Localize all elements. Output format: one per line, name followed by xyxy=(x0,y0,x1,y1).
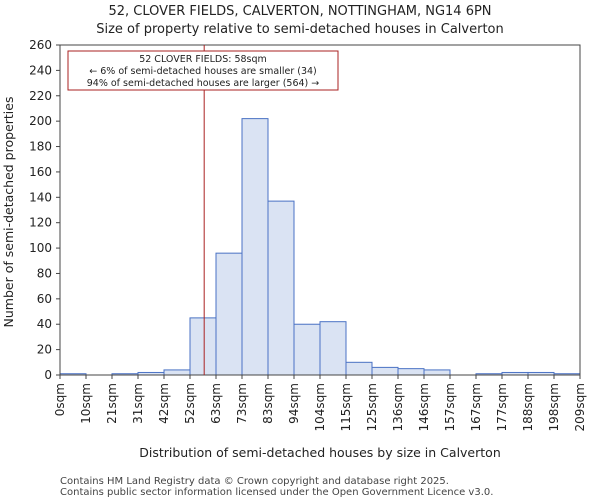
y-tick-label: 160 xyxy=(29,165,52,179)
y-tick-label: 60 xyxy=(37,292,52,306)
x-tick-label: 136sqm xyxy=(391,383,405,431)
x-tick-label: 167sqm xyxy=(469,383,483,431)
y-tick-label: 220 xyxy=(29,89,52,103)
histogram-bar xyxy=(215,252,243,376)
annotation-frame xyxy=(67,50,339,91)
annotation-line2: ← 6% of semi-detached houses are smaller… xyxy=(89,66,317,77)
x-tick-label: 83sqm xyxy=(261,383,275,424)
y-tick-label: 40 xyxy=(37,317,52,331)
x-tick-label: 0sqm xyxy=(53,383,67,416)
x-tick-label: 94sqm xyxy=(287,383,301,424)
y-tick-label: 260 xyxy=(29,38,52,52)
y-axis-label: Number of semi-detached properties xyxy=(1,97,16,328)
x-tick-label: 10sqm xyxy=(79,383,93,424)
histogram-bar xyxy=(293,323,321,376)
x-tick-label: 188sqm xyxy=(521,383,535,431)
footer-line2: Contains public sector information licen… xyxy=(60,487,493,498)
annotation-box: 52 CLOVER FIELDS: 58sqm ← 6% of semi-det… xyxy=(67,50,339,91)
y-tick-label: 100 xyxy=(29,241,52,255)
histogram-bar xyxy=(345,361,373,376)
x-axis-label: Distribution of semi-detached houses by … xyxy=(139,445,501,460)
x-tick-label: 125sqm xyxy=(365,383,379,431)
histogram-bar xyxy=(371,366,399,376)
bars-group xyxy=(59,118,581,376)
y-tick-label: 20 xyxy=(37,343,52,357)
histogram-bar xyxy=(319,321,347,376)
histogram-bar xyxy=(267,200,295,376)
x-tick-label: 104sqm xyxy=(313,383,327,431)
histogram-bar xyxy=(241,118,269,376)
x-tick-label: 157sqm xyxy=(443,383,457,431)
histogram-bar xyxy=(189,317,217,376)
annotation-line3: 94% of semi-detached houses are larger (… xyxy=(87,78,320,89)
x-axis-ticks: 0sqm 10sqm 21sqm 31sqm 42sqm 52sqm 63sqm 73sqm 8… xyxy=(53,375,587,431)
x-tick-label: 31sqm xyxy=(131,383,145,424)
x-tick-label: 21sqm xyxy=(105,383,119,424)
x-tick-label: 146sqm xyxy=(417,383,431,431)
x-tick-label: 42sqm xyxy=(157,383,171,424)
x-tick-label: 63sqm xyxy=(209,383,223,424)
x-tick-label: 177sqm xyxy=(495,383,509,431)
histogram-bar xyxy=(397,368,425,376)
footer-line1: Contains HM Land Registry data © Crown c… xyxy=(60,476,449,487)
chart-title-line1: 52, CLOVER FIELDS, CALVERTON, NOTTINGHAM… xyxy=(108,4,491,19)
annotation-line1: 52 CLOVER FIELDS: 58sqm xyxy=(139,54,267,65)
y-tick-label: 0 xyxy=(44,368,52,382)
y-axis-ticks: 0 20 40 60 80 100 120 140 160 180 200 220 240 260 xyxy=(29,38,60,382)
chart-title-line2: Size of property relative to semi-detach… xyxy=(96,22,504,37)
x-tick-label: 209sqm xyxy=(573,383,587,431)
y-tick-label: 80 xyxy=(37,266,52,280)
y-tick-label: 140 xyxy=(29,190,52,204)
y-tick-label: 200 xyxy=(29,114,52,128)
x-tick-label: 52sqm xyxy=(183,383,197,424)
histogram-bar xyxy=(163,369,191,376)
y-tick-label: 240 xyxy=(29,63,52,77)
y-tick-label: 120 xyxy=(29,216,52,230)
x-tick-label: 198sqm xyxy=(547,383,561,431)
x-tick-label: 73sqm xyxy=(235,383,249,424)
y-tick-label: 180 xyxy=(29,140,52,154)
histogram-bar xyxy=(423,369,451,376)
x-tick-label: 115sqm xyxy=(339,383,353,431)
